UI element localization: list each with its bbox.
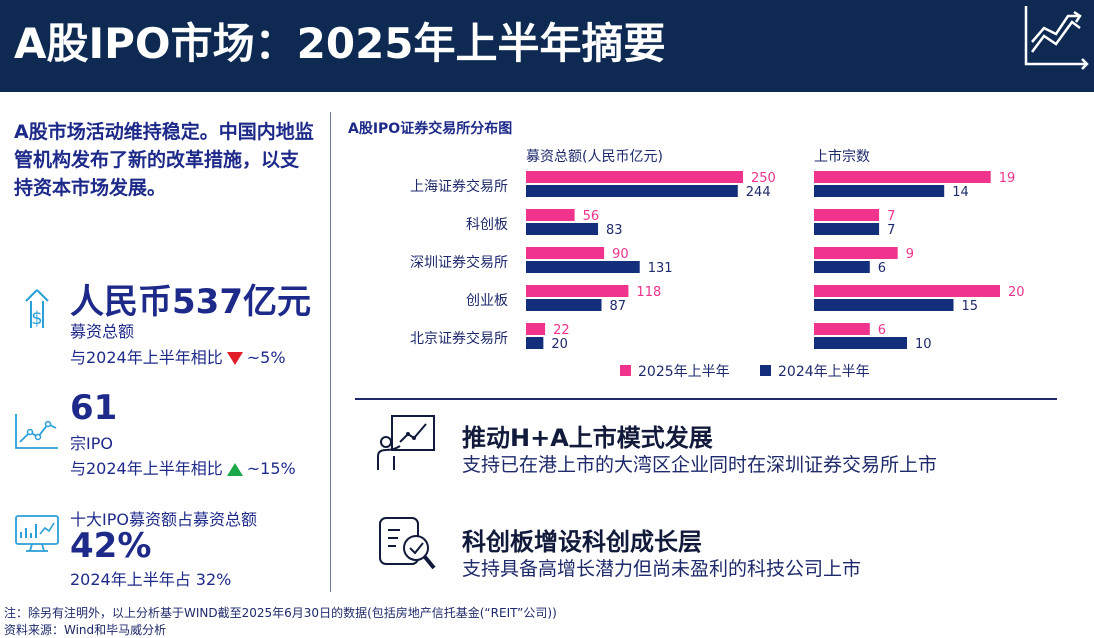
data-label: 15 bbox=[962, 299, 979, 314]
bar-2024h1 bbox=[526, 337, 544, 349]
data-label: 244 bbox=[746, 185, 771, 200]
category-label: 科创板 bbox=[466, 217, 508, 233]
data-label: 118 bbox=[636, 285, 661, 300]
bar-2025h1 bbox=[526, 171, 743, 183]
line-chart-icon bbox=[1024, 6, 1089, 70]
ipo-count-label: 宗IPO bbox=[70, 434, 113, 453]
bar-2025h1 bbox=[526, 209, 575, 221]
vertical-divider bbox=[330, 112, 331, 592]
legend-swatch bbox=[620, 365, 631, 376]
initiative-2-desc: 支持具备高增长潜力但尚未盈利的科技公司上市 bbox=[462, 558, 862, 580]
bar-2024h1 bbox=[814, 223, 880, 235]
top10-value: 42% bbox=[70, 526, 152, 566]
ipo-count-value: 61 bbox=[70, 388, 118, 428]
initiative-1-desc: 支持已在港上市的大湾区企业同时在深圳证券交易所上市 bbox=[462, 454, 938, 476]
legend-label: 2025年上半年 bbox=[638, 364, 730, 380]
bar-2025h1 bbox=[814, 209, 880, 221]
bar-2025h1 bbox=[814, 285, 1000, 297]
data-label: 19 bbox=[999, 171, 1016, 186]
data-label: 9 bbox=[906, 247, 914, 262]
panel-subtitle: 募资总额(人民币亿元) bbox=[526, 149, 663, 165]
horizontal-divider bbox=[355, 398, 1057, 400]
proceeds-value: 人民币537亿元 bbox=[70, 282, 311, 322]
data-label: 250 bbox=[751, 171, 776, 186]
bar-2025h1 bbox=[814, 247, 898, 259]
data-label: 6 bbox=[878, 323, 886, 338]
panel-subtitle: 上市宗数 bbox=[814, 148, 870, 165]
document-magnifier-check-icon bbox=[379, 517, 436, 570]
proceeds-compare-prefix: 与2024年上半年相比 bbox=[70, 348, 223, 367]
up-triangle-icon bbox=[226, 463, 243, 476]
top10-label: 十大IPO募资额占募资总额 bbox=[70, 510, 257, 529]
svg-text:$: $ bbox=[31, 308, 42, 329]
legend-swatch bbox=[760, 365, 771, 376]
header-banner: A股IPO市场：2025年上半年摘要 bbox=[0, 0, 1094, 92]
data-label: 6 bbox=[878, 261, 886, 276]
legend-label: 2024年上半年 bbox=[778, 364, 870, 380]
footer-note: 注：除另有注明外，以上分析基于WIND截至2025年6月30日的数据(包括房地产… bbox=[4, 606, 557, 620]
bar-2025h1 bbox=[526, 323, 546, 335]
top10-compare: 2024年上半年占 32% bbox=[70, 570, 232, 589]
bar-2024h1 bbox=[526, 185, 738, 197]
bar-2024h1 bbox=[526, 223, 599, 235]
proceeds-compare: 与2024年上半年相比 ~5% bbox=[70, 344, 286, 368]
initiative-1-title: 推动H+A上市模式发展 bbox=[462, 424, 713, 452]
data-label: 14 bbox=[952, 185, 969, 200]
bar-2024h1 bbox=[814, 261, 870, 273]
bar-2024h1 bbox=[814, 185, 945, 197]
category-label: 北京证券交易所 bbox=[410, 330, 508, 347]
presenter-board-icon bbox=[377, 415, 435, 470]
bar-2025h1 bbox=[814, 171, 991, 183]
data-label: 83 bbox=[606, 223, 623, 238]
chart-title: A股IPO证券交易所分布图 bbox=[348, 121, 513, 137]
bar-2024h1 bbox=[814, 337, 907, 349]
data-label: 87 bbox=[610, 299, 627, 314]
category-label: 创业板 bbox=[466, 293, 508, 309]
ipo-count-compare: 与2024年上半年相比 ~15% bbox=[70, 455, 296, 479]
category-label: 深圳证券交易所 bbox=[410, 254, 508, 271]
bar-2025h1 bbox=[526, 247, 605, 259]
data-label: 22 bbox=[553, 323, 570, 338]
bar-2025h1 bbox=[526, 285, 629, 297]
data-label: 10 bbox=[915, 337, 932, 352]
money-up-arrow-icon: $ bbox=[25, 289, 49, 329]
initiative-2-title: 科创板增设科创成长层 bbox=[462, 528, 702, 556]
proceeds-compare-value: ~5% bbox=[246, 348, 286, 367]
bar-2024h1 bbox=[526, 299, 602, 311]
data-label: 20 bbox=[551, 337, 568, 352]
monitor-chart-icon bbox=[15, 515, 59, 552]
down-triangle-icon bbox=[226, 352, 243, 365]
bar-2025h1 bbox=[814, 323, 870, 335]
data-label: 7 bbox=[887, 209, 895, 224]
ipo-count-compare-prefix: 与2024年上半年相比 bbox=[70, 459, 223, 478]
trend-line-icon bbox=[15, 414, 58, 449]
proceeds-label: 募资总额 bbox=[70, 322, 135, 341]
intro-text: A股市场活动维持稳定。中国内地监管机构发布了新的改革措施，以支持资本市场发展。 bbox=[14, 121, 314, 199]
footer-source: 资料来源：Wind和毕马威分析 bbox=[4, 623, 167, 637]
data-label: 131 bbox=[648, 261, 673, 276]
ipo-count-compare-value: ~15% bbox=[246, 459, 296, 478]
bar-2024h1 bbox=[526, 261, 640, 273]
data-label: 7 bbox=[887, 223, 895, 238]
data-label: 20 bbox=[1008, 285, 1025, 300]
data-label: 56 bbox=[583, 209, 600, 224]
category-label: 上海证券交易所 bbox=[410, 178, 508, 195]
page-title: A股IPO市场：2025年上半年摘要 bbox=[14, 19, 666, 68]
bar-2024h1 bbox=[814, 299, 954, 311]
data-label: 90 bbox=[612, 247, 629, 262]
